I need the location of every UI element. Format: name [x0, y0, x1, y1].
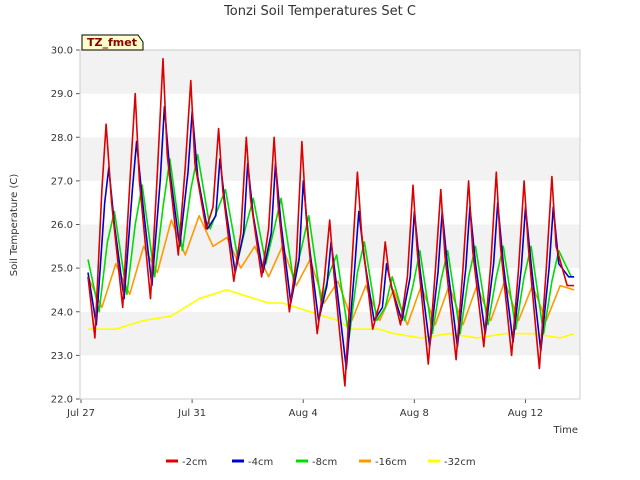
y-axis-ticks: 22.0 23.0 24.0 25.0 26.0 27.0 28.0 29.0 30.0	[51, 46, 80, 406]
site-label: TZ_fmet	[87, 36, 137, 49]
grid-band	[80, 50, 580, 94]
grid-band	[80, 137, 580, 181]
chart-title: Tonzi Soil Temperatures Set C	[223, 4, 416, 19]
site-label-box: TZ_fmet	[81, 34, 144, 51]
x-tick-label: Aug 12	[508, 408, 543, 419]
legend-label: -32cm	[444, 457, 476, 468]
y-tick-label: 22.0	[51, 395, 73, 406]
legend: -2cm -4cm -8cm -16cm -32cm	[166, 457, 476, 468]
y-tick-label: 25.0	[51, 264, 73, 275]
legend-label: -4cm	[248, 457, 273, 468]
series-line-minus2cm	[87, 57, 575, 387]
legend-label: -8cm	[312, 457, 337, 468]
y-tick-label: 23.0	[51, 351, 73, 362]
y-tick-label: 26.0	[51, 220, 73, 231]
x-axis-ticks: Jul 27 Jul 31 Aug 4 Aug 8 Aug 12	[66, 399, 543, 419]
y-axis-label: Soil Temperature (C)	[9, 174, 20, 277]
series-line-minus32cm	[88, 289, 575, 339]
x-tick-label: Aug 4	[289, 408, 318, 419]
legend-label: -2cm	[182, 457, 207, 468]
y-tick-label: 27.0	[51, 176, 73, 187]
legend-label: -16cm	[375, 457, 407, 468]
x-tick-label: Aug 8	[400, 408, 429, 419]
x-tick-label: Jul 27	[66, 408, 95, 419]
y-tick-label: 30.0	[51, 46, 73, 57]
y-tick-label: 24.0	[51, 307, 73, 318]
grid-band	[80, 93, 580, 138]
y-tick-label: 29.0	[51, 89, 73, 100]
series-line-minus16cm	[87, 215, 575, 326]
plot-frame	[79, 49, 581, 400]
y-tick-label: 28.0	[51, 133, 73, 144]
series-lines	[87, 57, 575, 387]
x-axis-label: Time	[553, 425, 578, 436]
grid-band	[80, 355, 580, 399]
grid-band	[80, 311, 580, 356]
x-tick-label: Jul 31	[177, 408, 206, 419]
